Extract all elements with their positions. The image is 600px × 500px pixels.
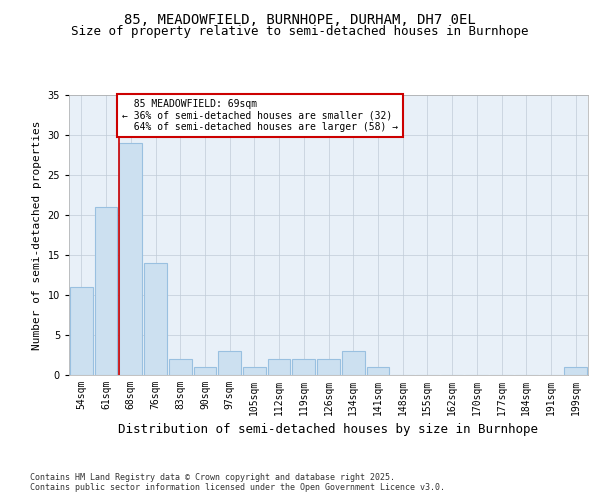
Text: Size of property relative to semi-detached houses in Burnhope: Size of property relative to semi-detach… bbox=[71, 25, 529, 38]
X-axis label: Distribution of semi-detached houses by size in Burnhope: Distribution of semi-detached houses by … bbox=[119, 424, 539, 436]
Y-axis label: Number of semi-detached properties: Number of semi-detached properties bbox=[32, 120, 42, 350]
Text: 85, MEADOWFIELD, BURNHOPE, DURHAM, DH7 0EL: 85, MEADOWFIELD, BURNHOPE, DURHAM, DH7 0… bbox=[124, 12, 476, 26]
Bar bbox=[367, 367, 389, 375]
Text: 85 MEADOWFIELD: 69sqm  
← 36% of semi-detached houses are smaller (32)
  64% of : 85 MEADOWFIELD: 69sqm ← 36% of semi-deta… bbox=[122, 99, 398, 132]
Bar bbox=[70, 287, 93, 375]
Text: Contains HM Land Registry data © Crown copyright and database right 2025.
Contai: Contains HM Land Registry data © Crown c… bbox=[30, 472, 445, 492]
Bar bbox=[218, 351, 241, 375]
Bar bbox=[194, 367, 216, 375]
Bar bbox=[95, 207, 118, 375]
Bar bbox=[169, 359, 191, 375]
Bar bbox=[243, 367, 266, 375]
Bar bbox=[292, 359, 315, 375]
Bar bbox=[317, 359, 340, 375]
Bar bbox=[342, 351, 365, 375]
Bar bbox=[144, 263, 167, 375]
Bar bbox=[268, 359, 290, 375]
Bar bbox=[564, 367, 587, 375]
Bar bbox=[119, 143, 142, 375]
